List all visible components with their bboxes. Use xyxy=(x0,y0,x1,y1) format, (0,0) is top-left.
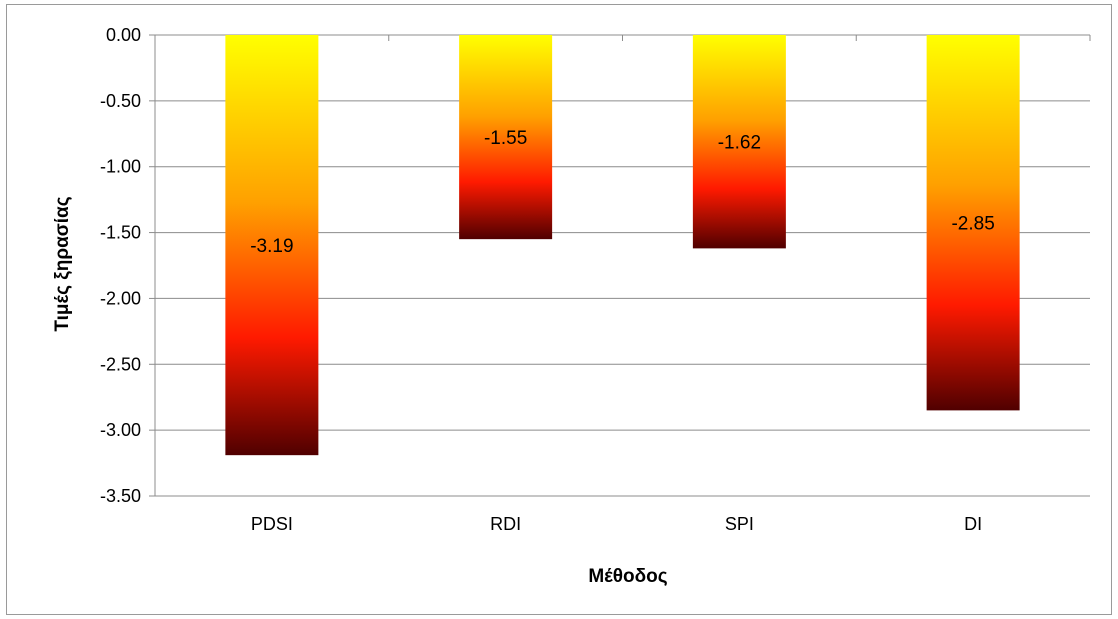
bar-pdsi xyxy=(225,35,319,456)
y-tick-label: -3.00 xyxy=(100,420,141,440)
data-labels: -3.19 -1.55 -1.62 -2.85 xyxy=(250,128,995,257)
data-label-rdi: -1.55 xyxy=(484,128,527,149)
y-tick-label: -2.50 xyxy=(100,354,141,374)
data-label-pdsi: -3.19 xyxy=(250,236,293,257)
x-tick-label: PDSI xyxy=(251,514,293,534)
x-tick-label: RDI xyxy=(490,514,521,534)
y-tick-label: -1.50 xyxy=(100,223,141,243)
x-tick-label: SPI xyxy=(725,514,754,534)
data-label-di: -2.85 xyxy=(951,214,994,235)
bar-spi xyxy=(692,35,786,249)
y-tick-label: -2.00 xyxy=(100,288,141,308)
y-tick-labels: 0.00 -0.50 -1.00 -1.50 -2.00 -2.50 -3.00 -3.50 xyxy=(100,25,141,506)
y-tick-label: 0.00 xyxy=(106,25,141,45)
y-tick-label: -0.50 xyxy=(100,91,141,111)
bar-rdi xyxy=(459,35,553,240)
y-tick-label: -3.50 xyxy=(100,486,141,506)
bar-di xyxy=(926,35,1020,411)
x-tick-label: DI xyxy=(964,514,982,534)
y-axis-title: Τιμές ξηρασίας xyxy=(52,196,73,331)
x-axis-title: Μέθοδος xyxy=(588,566,667,587)
axes xyxy=(154,35,1091,496)
x-tick-labels: PDSI RDI SPI DI xyxy=(251,514,982,534)
data-label-spi: -1.62 xyxy=(718,133,761,154)
bars xyxy=(225,35,1020,456)
y-tick-label: -1.00 xyxy=(100,157,141,177)
